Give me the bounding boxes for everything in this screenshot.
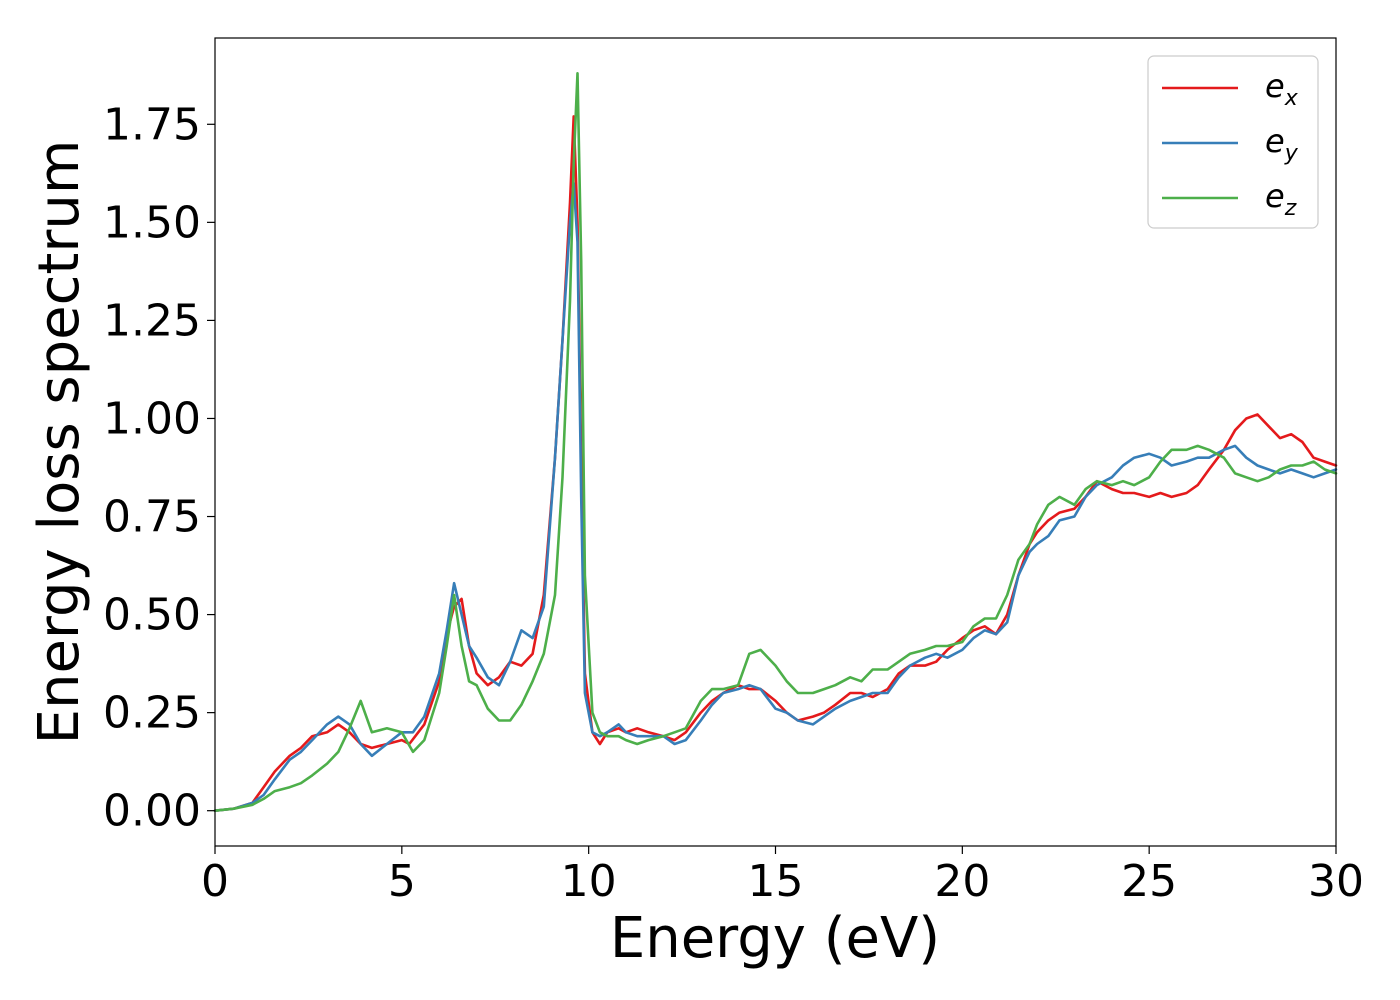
x-axis-ticks: 0 5 10 15 20 25 30 bbox=[201, 846, 1364, 907]
y-tick-label: 1.50 bbox=[103, 197, 201, 248]
legend-label-y: ey bbox=[1265, 122, 1299, 166]
y-tick-label: 1.00 bbox=[103, 393, 201, 444]
legend-label-x: ex bbox=[1265, 67, 1299, 111]
legend: ex ey ez bbox=[1147, 55, 1319, 229]
y-tick-label: 1.25 bbox=[103, 295, 201, 346]
y-tick-label: 1.75 bbox=[103, 99, 201, 150]
legend-label-z: ez bbox=[1265, 177, 1297, 221]
y-tick-label: 0.25 bbox=[103, 688, 201, 739]
y-tick-label: 0.00 bbox=[103, 786, 201, 837]
x-tick-label: 25 bbox=[1121, 856, 1177, 907]
y-tick-label: 0.50 bbox=[103, 590, 201, 641]
x-tick-label: 30 bbox=[1308, 856, 1364, 907]
x-tick-label: 15 bbox=[748, 856, 804, 907]
series-line-y bbox=[213, 181, 1338, 812]
x-tick-label: 0 bbox=[201, 856, 229, 907]
y-tick-label: 0.75 bbox=[103, 492, 201, 543]
x-tick-label: 5 bbox=[388, 856, 416, 907]
x-tick-label: 10 bbox=[561, 856, 617, 907]
series-line-z bbox=[213, 72, 1338, 812]
x-tick-label: 20 bbox=[934, 856, 990, 907]
y-axis-label: Energy loss spectrum bbox=[27, 140, 92, 745]
series-layer bbox=[213, 72, 1338, 812]
x-axis-label: Energy (eV) bbox=[610, 906, 940, 971]
y-axis-ticks: 0.00 0.25 0.50 0.75 1.00 1.25 1.50 1.75 bbox=[103, 99, 215, 837]
